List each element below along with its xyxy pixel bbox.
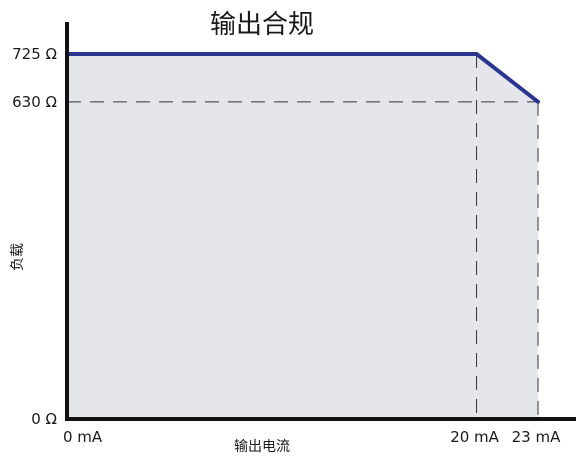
x-axis-label: 输出电流 [234, 439, 290, 455]
tick-labels: 0 mA 20 mA 23 mA 0 Ω 630 Ω 725 Ω [12, 45, 561, 446]
chart-title: 输出合规 [210, 10, 314, 40]
y-tick-label: 0 Ω [31, 410, 57, 428]
x-tick-label: 20 mA [450, 428, 499, 446]
area-layer [67, 54, 538, 419]
y-tick-label: 725 Ω [12, 45, 57, 63]
x-tick-label: 23 mA [512, 428, 561, 446]
compliance-area [67, 54, 538, 419]
axes [65, 22, 576, 421]
x-tick-label: 0 mA [63, 428, 103, 446]
y-tick-label: 630 Ω [12, 93, 57, 111]
y-axis-label: 负载 [10, 243, 26, 271]
reference-lines [67, 54, 539, 419]
